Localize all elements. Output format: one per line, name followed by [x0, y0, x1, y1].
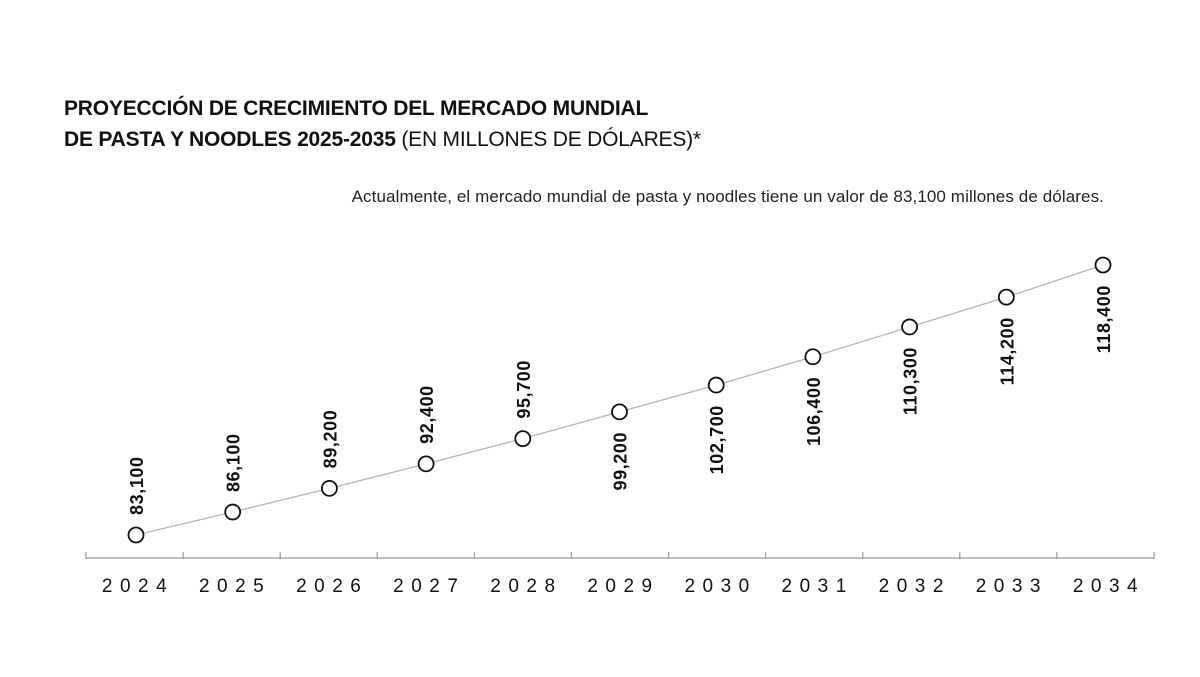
data-label-2032: 110,300	[901, 347, 921, 415]
x-tick-label-2029: 2029	[587, 576, 659, 597]
data-points	[127, 256, 1112, 544]
x-tick-label-2028: 2028	[490, 576, 562, 597]
x-tick-label-2031: 2031	[782, 576, 854, 597]
x-tick-label-2024: 2024	[102, 576, 174, 597]
chart-title-unit: (EN MILLONES DE DÓLARES)*	[395, 128, 701, 151]
chart-subtitle: Actualmente, el mercado mundial de pasta…	[351, 187, 1104, 206]
data-point-2028	[514, 430, 532, 448]
data-label-2030: 102,700	[707, 405, 727, 474]
x-tick-label-2034: 2034	[1073, 576, 1145, 597]
series-line	[135, 264, 1104, 536]
x-tick-labels: 2024 2025 2026 2027 2028 2029 2030 2031 2032 2033…	[102, 576, 1145, 597]
series-line-group	[135, 264, 1104, 536]
chart-title-line-1: PROYECCIÓN DE CRECIMIENTO DEL MERCADO MU…	[64, 97, 649, 120]
x-axis	[85, 552, 1155, 559]
data-label-2029: 99,200	[611, 432, 631, 491]
x-tick-label-2025: 2025	[199, 576, 271, 597]
x-tick-label-2033: 2033	[976, 576, 1048, 597]
data-label-2034: 118,400	[1094, 285, 1114, 353]
data-point-2034	[1094, 256, 1112, 274]
chart-title-line-2: DE PASTA Y NOODLES 2025-2035 (EN MILLONE…	[64, 124, 964, 155]
data-labels: 83,100 86,100 89,200 92,400 95,700 99,200 102,…	[127, 285, 1114, 515]
data-point-2025	[224, 503, 242, 521]
data-point-2033	[997, 288, 1015, 306]
data-point-2030	[707, 376, 725, 394]
x-tick-label-2030: 2030	[684, 576, 756, 597]
data-label-2024: 83,100	[127, 456, 147, 515]
chart-title-years: DE PASTA Y NOODLES 2025-2035	[64, 128, 396, 151]
data-label-2025: 86,100	[224, 433, 244, 492]
x-tick-label-2026: 2026	[296, 576, 368, 597]
data-point-2027	[417, 455, 435, 473]
data-point-2029	[611, 403, 628, 421]
data-label-2027: 92,400	[417, 385, 437, 444]
data-point-2024	[127, 526, 145, 544]
data-point-2032	[901, 318, 918, 336]
x-tick-label-2032: 2032	[879, 576, 951, 597]
data-label-2033: 114,200	[997, 317, 1017, 385]
chart-title: PROYECCIÓN DE CRECIMIENTO DEL MERCADO MU…	[64, 93, 964, 155]
data-label-2031: 106,400	[804, 377, 824, 446]
x-tick-label-2027: 2027	[393, 576, 465, 597]
data-label-2028: 95,700	[514, 360, 534, 419]
data-point-2026	[320, 479, 338, 497]
data-label-2026: 89,200	[320, 410, 340, 469]
data-point-2031	[804, 348, 822, 366]
